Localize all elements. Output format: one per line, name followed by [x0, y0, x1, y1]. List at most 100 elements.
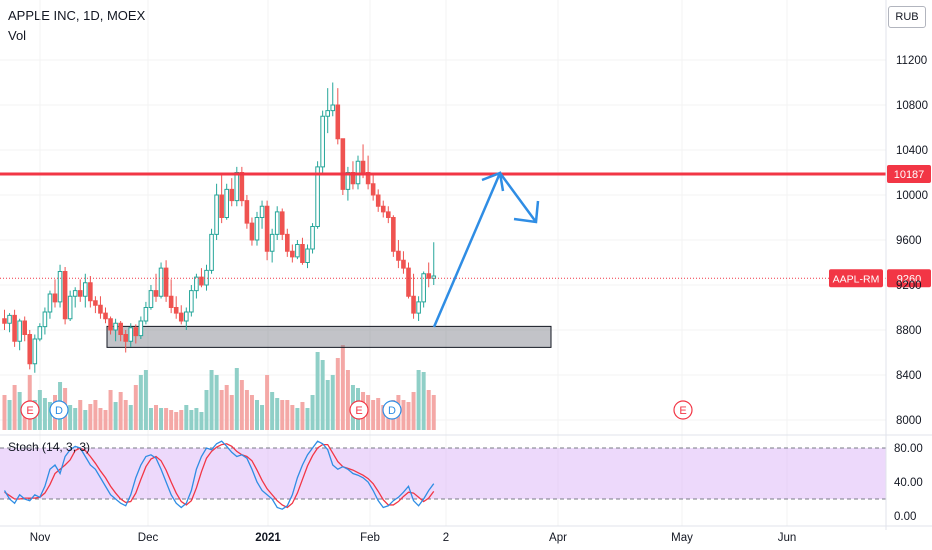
- volume-bar: [169, 410, 174, 430]
- volume-bar: [275, 398, 280, 430]
- candle-body: [274, 211, 280, 235]
- volume-bar: [290, 405, 295, 430]
- candles: [2, 82, 437, 373]
- event-marker-label: D: [55, 405, 63, 417]
- volume-bar: [300, 402, 305, 430]
- resistance-line: 10187: [0, 164, 931, 183]
- volume-bar: [426, 390, 431, 430]
- event-marker-label: E: [355, 405, 362, 417]
- support-zone: [106, 325, 552, 348]
- dividend-marker: [382, 400, 402, 420]
- candle-body: [396, 250, 401, 261]
- volume-bar: [78, 400, 83, 430]
- candle-body: [83, 282, 88, 297]
- candle-body: [279, 211, 285, 235]
- volume-bar: [224, 385, 229, 430]
- candle-body: [406, 267, 411, 297]
- price-tick-label: 9600: [896, 235, 922, 247]
- candle-body: [431, 275, 437, 279]
- time-tick-label: Apr: [549, 532, 567, 544]
- earnings-marker: [349, 400, 369, 420]
- last-price-value: 9260: [897, 273, 921, 285]
- candle-body: [380, 205, 386, 213]
- candle-body: [249, 222, 255, 241]
- volume-bar: [194, 408, 199, 430]
- candle-body: [290, 250, 295, 258]
- volume-bar: [133, 385, 138, 430]
- candle-body: [67, 295, 73, 320]
- stochastic-panel: Stoch (14, 3, 3) 80.00 40.00 0.00: [0, 440, 923, 523]
- candle-body: [113, 322, 118, 331]
- candle-body: [386, 211, 391, 218]
- volume-bar: [138, 375, 143, 430]
- candle-body: [123, 334, 129, 342]
- volume-bar: [401, 400, 406, 430]
- price-tick-label: 9200: [896, 280, 922, 292]
- last-price-line: AAPL-RM 9260: [0, 269, 931, 288]
- candle-body: [305, 248, 310, 263]
- candle-body: [178, 312, 184, 322]
- candle-body: [138, 320, 144, 337]
- candle-body: [229, 188, 235, 202]
- candle-body: [330, 104, 336, 112]
- time-tick-label: Nov: [30, 532, 51, 544]
- candle-body: [153, 290, 159, 297]
- candle-body: [370, 183, 376, 196]
- currency-button[interactable]: RUB: [888, 6, 926, 28]
- candle-body: [98, 304, 103, 314]
- volume-bar: [113, 402, 118, 430]
- volume-bar: [189, 410, 194, 430]
- volume-bar: [265, 375, 270, 430]
- candle-body: [224, 188, 229, 218]
- candle-body: [7, 314, 12, 324]
- volume-bar: [406, 402, 411, 430]
- volume-bar: [17, 392, 22, 430]
- volume-bar: [179, 410, 184, 430]
- candle-body: [62, 271, 68, 320]
- support-zone-rect: [106, 325, 552, 348]
- stoch-k-line: [3, 440, 435, 510]
- volume-bar: [345, 370, 350, 430]
- price-line-badge: [887, 164, 931, 183]
- candle-body: [209, 233, 214, 271]
- candle-body: [148, 290, 154, 308]
- candle-body: [391, 217, 396, 252]
- volume-bar: [174, 412, 179, 430]
- volume-bar: [143, 370, 148, 430]
- candle-body: [340, 138, 346, 190]
- candle-body: [42, 311, 48, 328]
- candle-body: [375, 194, 381, 207]
- time-tick-label: 2021: [255, 532, 281, 544]
- candle-body: [52, 293, 58, 303]
- candle-body: [17, 320, 22, 342]
- dividend-marker: [49, 400, 69, 420]
- symbol-badge: [829, 269, 883, 288]
- volume-bar: [285, 400, 290, 430]
- volume-bar: [330, 375, 335, 430]
- candle-body: [184, 311, 189, 322]
- volume-bar: [270, 392, 275, 430]
- candle-body: [416, 301, 421, 314]
- volume-bar: [260, 405, 265, 430]
- event-marker-label: E: [679, 405, 686, 417]
- price-tick-label: 8000: [896, 415, 922, 427]
- candle-body: [77, 290, 83, 297]
- grid: [0, 0, 886, 526]
- volume-bar: [128, 405, 133, 430]
- volume-bar: [93, 400, 98, 430]
- candle-body: [22, 320, 27, 335]
- candle-body: [239, 172, 245, 202]
- time-tick-label: Jun: [778, 532, 797, 544]
- volume-bar: [255, 400, 259, 430]
- volume-bar: [310, 395, 315, 430]
- stoch-tick-label: 80.00: [894, 443, 923, 455]
- volume-bar: [219, 390, 224, 430]
- volume-bar: [376, 398, 381, 430]
- candle-body: [143, 307, 149, 322]
- candle-body: [426, 273, 431, 279]
- candle-body: [219, 194, 224, 218]
- candle-body: [421, 273, 426, 303]
- price-tick-label: 10400: [896, 145, 928, 157]
- price-tick-label: 10000: [896, 190, 928, 202]
